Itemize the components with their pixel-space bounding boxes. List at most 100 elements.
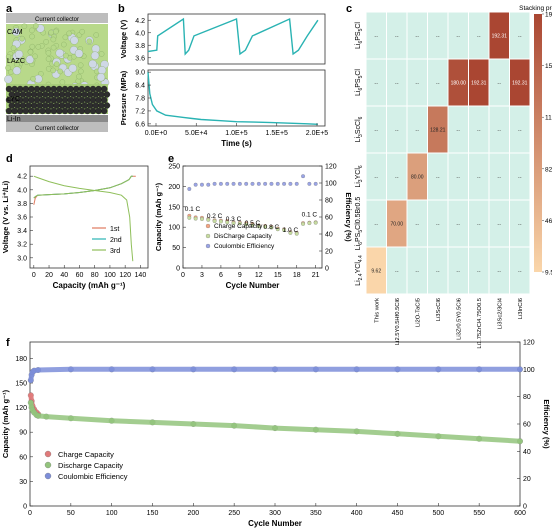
- voltage-plot-frame: [147, 13, 326, 65]
- legend-marker: [205, 223, 211, 229]
- series-band-coulombic-efficiency: [28, 366, 523, 383]
- lyc-particle: [33, 107, 41, 115]
- lyc-particle: [61, 96, 69, 104]
- lyc-particle: [22, 107, 29, 115]
- heatmap-cell-label: --: [456, 34, 460, 40]
- lyc-particle: [28, 96, 35, 104]
- heatmap-column-label: Li3InCl6: [518, 298, 524, 319]
- heatmap-cell-label: --: [497, 175, 501, 181]
- cam-particle: [30, 76, 36, 82]
- legend-marker: [44, 472, 52, 480]
- heatmap-cell-label: --: [415, 34, 419, 40]
- y2tick-label: 60: [523, 422, 531, 429]
- lyc-particle: [103, 102, 111, 109]
- lyc-particle: [98, 91, 105, 98]
- cam-particle: [10, 45, 17, 51]
- cam-particle: [12, 66, 22, 75]
- data-point-coulombic-efficiency: [313, 181, 318, 186]
- lyc-particle: [22, 96, 29, 104]
- lyc-particle: [39, 107, 46, 115]
- data-point-discharge-capacity: [212, 219, 217, 224]
- data-point-discharge-capacity: [193, 216, 198, 221]
- heatmap-cell-label: 80.00: [411, 175, 424, 181]
- legend-label: Discharge Capacity: [58, 461, 123, 470]
- lyc-particle: [56, 96, 63, 104]
- cam-particle: [29, 43, 36, 50]
- heatmap-cell-label: --: [436, 34, 440, 40]
- data-point-coulombic-efficiency: [225, 181, 230, 186]
- lyc-particle: [19, 91, 27, 98]
- rate-label: 0.1 C: [185, 206, 201, 213]
- ytick-label: 100: [168, 225, 180, 232]
- panel-label-f: f: [6, 337, 10, 349]
- xlabel: Capacity (mAh g⁻¹): [53, 281, 126, 290]
- lyc-particle: [33, 96, 41, 104]
- charge-curve-3rd: [33, 175, 133, 199]
- cam-particle: [91, 44, 100, 53]
- lyc-particle: [87, 102, 94, 109]
- lyc-particle: [67, 96, 74, 104]
- lyc-particle: [101, 85, 108, 93]
- cam-particle: [29, 27, 35, 34]
- lyc-particle: [42, 91, 49, 98]
- lyc-particle: [53, 102, 60, 109]
- cam-particle: [62, 34, 69, 41]
- y2tick-label: 0: [523, 504, 527, 511]
- lyc-particle: [36, 102, 43, 109]
- lyc-particle: [31, 91, 38, 98]
- cam-particle: [53, 61, 60, 67]
- heatmap-cell-label: --: [395, 269, 399, 275]
- heatmap-row-label: Li3ScCl6: [355, 116, 364, 142]
- legend-label: DisCharge Capacity: [214, 233, 273, 240]
- rate-label: 0.2 C: [207, 213, 223, 220]
- cam-particle: [21, 23, 28, 30]
- lyc-particle: [84, 107, 91, 115]
- cam-particle: [29, 33, 35, 40]
- lyc-particle: [50, 96, 57, 104]
- lyc-particle: [73, 85, 80, 93]
- lyc-particle: [25, 102, 32, 109]
- xtick-label: 80: [91, 272, 99, 279]
- data-point-discharge-capacity: [231, 221, 236, 226]
- heatmap-cell-label: --: [415, 81, 419, 87]
- xtick-label: 60: [76, 272, 84, 279]
- lyc-particle: [11, 85, 18, 93]
- top-collector-label: Current collector: [35, 17, 79, 23]
- lyc-particle: [31, 102, 38, 109]
- heatmap-column-label: Li1.75ZrCl4.75O0.5: [477, 298, 483, 349]
- cam-particle: [48, 29, 54, 36]
- data-point-coulombic-efficiency: [275, 181, 280, 186]
- xtick-label: 450: [392, 510, 404, 517]
- heatmap-cell-label: --: [477, 269, 481, 275]
- lyc-particle: [61, 85, 69, 93]
- cam-particle: [59, 79, 66, 85]
- y2tick-label: 20: [325, 249, 333, 256]
- data-point-coulombic-efficiency: [193, 182, 198, 187]
- voltage-ytick-label: 3.6: [135, 55, 145, 62]
- colorbar: [534, 14, 542, 272]
- heatmap-row-label: Li6PS5Cl: [355, 22, 364, 49]
- heatmap-cell-label: --: [395, 34, 399, 40]
- heatmap-cell-label: --: [518, 175, 522, 181]
- pressure-xtick-label: 0.0E+0: [145, 130, 167, 137]
- lyc-particle: [95, 107, 102, 115]
- rate-label: 0.5 C: [245, 220, 261, 227]
- legend-label: 3rd: [110, 248, 120, 255]
- lyc-particle: [14, 102, 21, 109]
- lyc-particle: [56, 85, 63, 93]
- data-point-discharge-capacity: [313, 220, 318, 225]
- cam-particle: [4, 75, 13, 84]
- lyc-particle: [89, 107, 97, 115]
- data-point-discharge-capacity: [237, 221, 242, 226]
- voltage-series-line: [147, 17, 319, 56]
- heatmap-cell-label: --: [456, 128, 460, 134]
- cam-particle: [88, 59, 97, 69]
- pressure-ytick-label: 8.4: [135, 83, 145, 90]
- lyc-particle: [92, 91, 99, 98]
- lyc-particle: [73, 107, 80, 115]
- legend-marker: [44, 450, 52, 458]
- heatmap-row-label: Li3YCl6: [355, 165, 364, 188]
- cam-particle: [74, 49, 84, 58]
- lyc-particle: [87, 91, 94, 98]
